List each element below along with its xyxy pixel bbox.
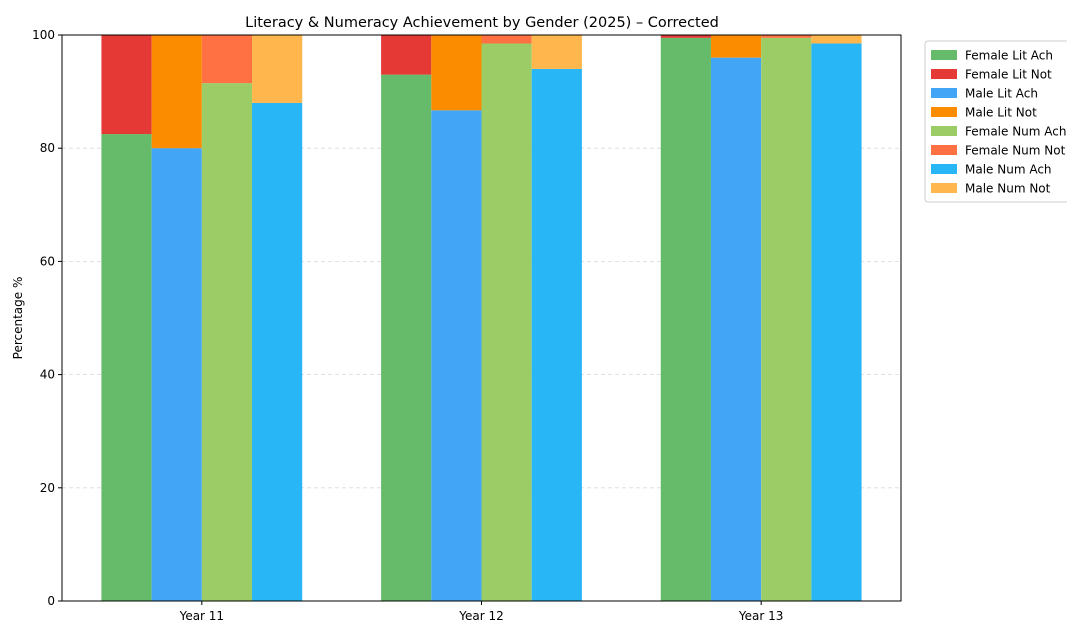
bar-female-num-ach-year-12 [481,43,532,602]
x-tick-labels: Year 11 Year 12 Year 13 [179,601,784,623]
y-tick-label-40: 40 [40,368,55,382]
y-tick-labels: 0 20 40 60 80 100 [32,28,62,608]
bar-female-num-ach-year-11 [201,83,253,602]
legend-label-female-lit-not: Female Lit Not [965,68,1052,82]
legend-swatch-male-lit-not [931,107,957,117]
x-tick-label-year-13: Year 13 [738,609,784,621]
bar-male-lit-not-year-13 [710,35,762,58]
legend-swatch-female-lit-ach [931,50,957,60]
legend-swatch-male-num-ach [931,164,957,174]
bar-female-lit-not-year-12 [381,35,432,75]
bar-female-lit-ach-year-11 [101,134,152,602]
bar-male-num-ach-year-12 [531,68,582,601]
legend-label-male-num-not: Male Num Not [965,182,1051,196]
legend-swatch-female-lit-not [931,69,957,79]
bar-male-lit-ach-year-11 [151,148,202,601]
legend-label-female-num-ach: Female Num Ach [965,125,1067,139]
bar-male-lit-ach-year-12 [431,110,482,601]
bar-male-num-not-year-13 [811,35,862,44]
bar-male-num-not-year-11 [252,35,303,103]
legend-label-male-num-ach: Male Num Ach [965,163,1052,177]
legend-swatch-male-num-not [931,183,957,193]
bar-female-num-not-year-11 [201,35,253,84]
x-tick-label-year-12: Year 12 [458,609,504,621]
x-tick-label-year-11: Year 11 [179,609,225,621]
chart-title: Literacy & Numeracy Achievement by Gende… [245,15,719,31]
bar-female-lit-ach-year-12 [381,74,432,602]
bars [101,35,862,602]
legend-swatch-female-num-ach [931,126,957,136]
y-tick-label-20: 20 [40,481,55,495]
bar-male-lit-ach-year-13 [710,57,762,601]
legend-label-female-lit-ach: Female Lit Ach [965,49,1053,63]
bar-female-lit-not-year-11 [101,35,152,135]
legend-swatch-female-num-not [931,145,957,155]
legend-label-male-lit-not: Male Lit Not [965,106,1037,120]
bar-female-num-not-year-12 [481,35,532,44]
bar-male-lit-not-year-11 [151,35,202,149]
bar-female-lit-ach-year-13 [660,37,711,601]
bar-male-num-ach-year-11 [252,102,303,602]
legend: Female Lit Ach Female Lit Not Male Lit Ach… [924,40,1067,203]
y-axis-label: Percentage % [11,277,25,360]
y-tick-label-100: 100 [32,28,55,42]
legend-label-female-num-not: Female Num Not [965,144,1066,158]
y-tick-label-60: 60 [40,254,55,268]
y-tick-label-0: 0 [47,594,55,608]
legend-box [924,40,1067,203]
bar-female-lit-not-year-13 [660,35,711,38]
bar-male-num-ach-year-13 [811,43,862,602]
bar-male-lit-not-year-12 [431,35,482,111]
bar-male-num-not-year-12 [531,35,582,69]
legend-label-male-lit-ach: Male Lit Ach [965,87,1038,101]
legend-swatch-male-lit-ach [931,88,957,98]
bar-female-num-ach-year-13 [761,37,812,601]
bar-female-num-not-year-13 [761,35,812,38]
y-tick-label-80: 80 [40,141,55,155]
